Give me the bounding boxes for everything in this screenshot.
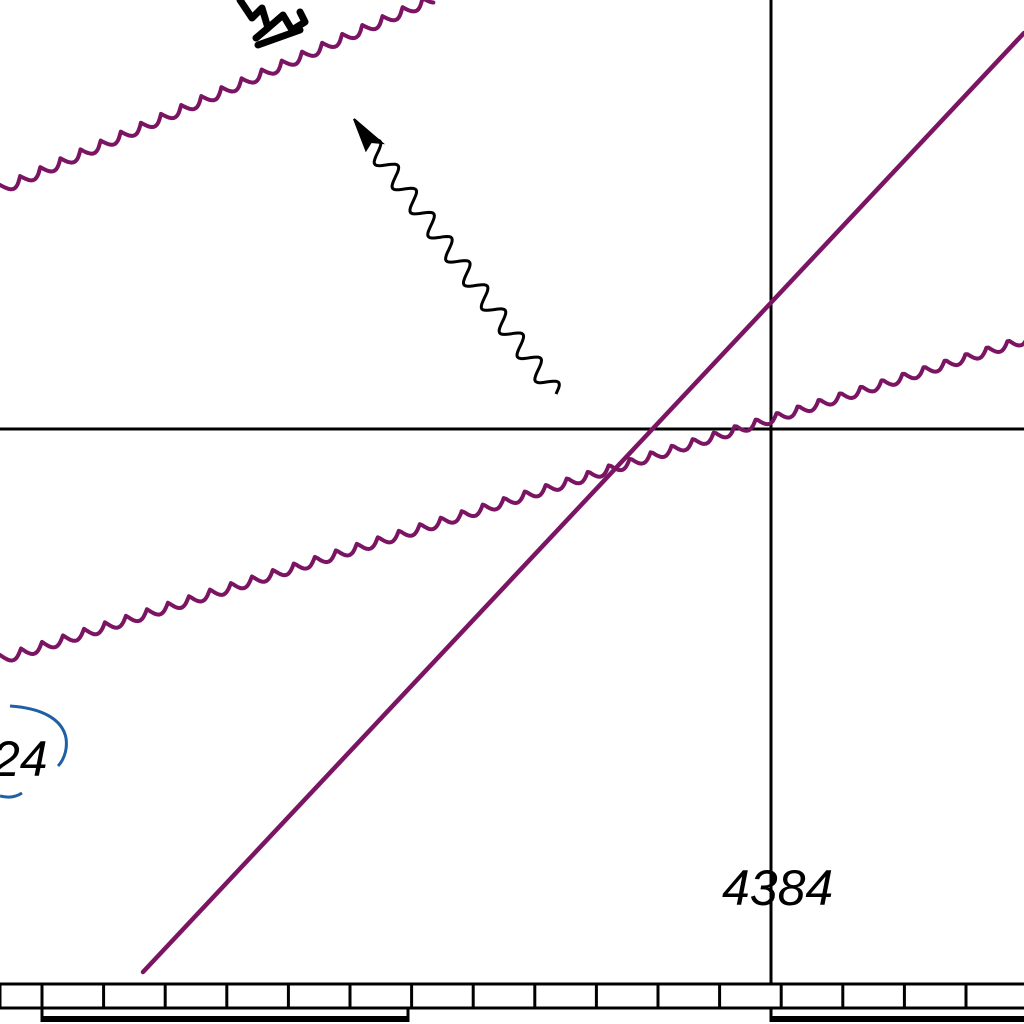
wavy-boundary-line-upper	[0, 0, 436, 192]
contour-label: 24	[0, 731, 48, 787]
scale-bar-icon	[0, 982, 1024, 1022]
arrow-head-icon	[353, 118, 386, 153]
label-bracket	[0, 704, 68, 799]
diagonal-boundary-line	[140, 30, 1024, 975]
contour-label-group: 24	[0, 704, 68, 799]
cut-off-letter-fragment	[236, 0, 309, 49]
wavy-arrow-icon	[353, 118, 561, 395]
grid-label: 4384	[722, 860, 833, 916]
wavy-boundary-line-lower	[0, 339, 1024, 663]
